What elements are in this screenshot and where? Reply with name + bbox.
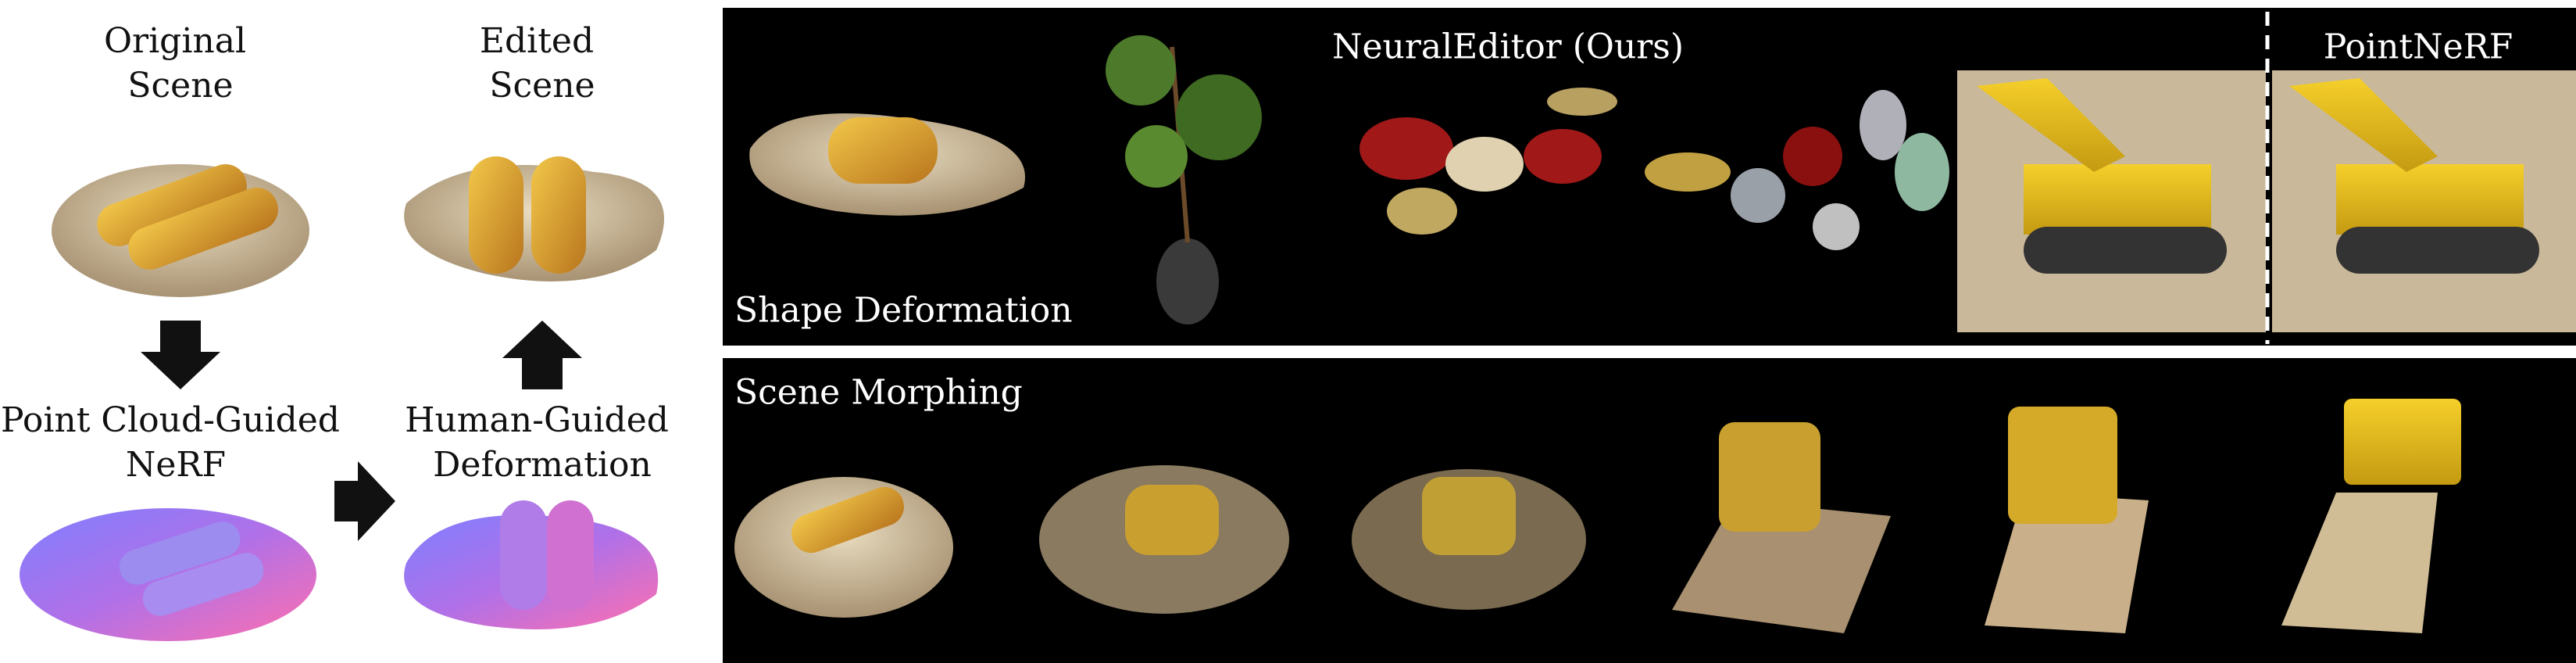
original-hotdog-image: [52, 164, 309, 297]
arrow-right: [334, 461, 395, 541]
text-line: Human-Guided: [405, 400, 669, 440]
baseline-label: PointNeRF: [2324, 27, 2513, 67]
human-guided-label: Human-Guided Deformation: [405, 400, 680, 485]
top-panel: NeuralEditor (Ours) PointNeRF Shape Defo…: [723, 8, 2576, 346]
text-line: Scene: [127, 66, 233, 106]
original-scene-label: Original Scene: [104, 21, 257, 106]
edited-scene-label: Edited Scene: [480, 21, 605, 106]
point-cloud-nerf-label: Point Cloud-Guided NeRF: [1, 400, 351, 485]
drums-image: [1359, 88, 1617, 235]
arrow-up: [502, 321, 582, 389]
text-line: Edited: [480, 21, 594, 61]
text-line: Deformation: [433, 445, 652, 485]
materials-image: [1645, 90, 1949, 250]
deformed-normal-image: [404, 500, 659, 629]
arrow-down: [141, 321, 220, 389]
bottom-panel: Scene Morphing: [723, 358, 2576, 663]
morphing-sequence-image: [734, 399, 2461, 633]
text-line: Scene: [489, 66, 595, 106]
text-line: Point Cloud-Guided: [1, 400, 340, 440]
method-label: NeuralEditor (Ours): [1332, 27, 1684, 67]
edited-hotdog-image: [404, 156, 664, 281]
task-label: Scene Morphing: [734, 373, 1023, 413]
left-panel: Original Scene Edited Scene Point Cloud-…: [1, 21, 680, 641]
task-label: Shape Deformation: [734, 291, 1073, 331]
text-line: NeRF: [126, 445, 226, 485]
plant-image: [1106, 35, 1262, 324]
point-cloud-normal-image: [20, 508, 316, 641]
lego-ours-image: [1957, 70, 2266, 332]
text-line: Original: [104, 21, 246, 61]
lego-pointnerf-image: [2272, 70, 2576, 332]
